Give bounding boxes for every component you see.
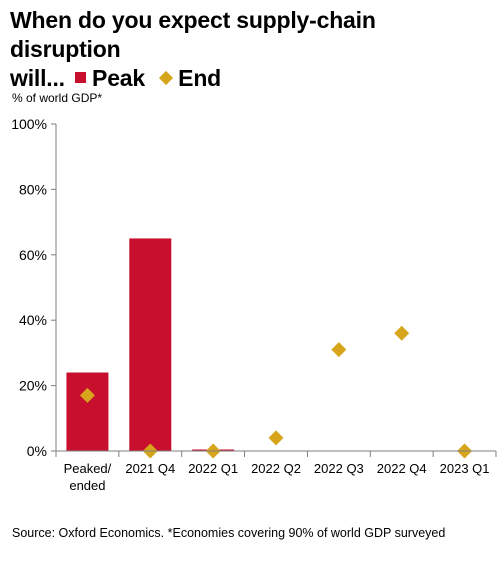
marker-end [394, 325, 410, 341]
chart-title-line-2: will... Peak End [10, 64, 490, 93]
x-axis: Peaked/ended 2021 Q4 2022 Q1 2022 Q2 2022 Q3… [55, 450, 497, 493]
y-tick-label: 20% [19, 378, 47, 394]
legend-end: End [155, 64, 221, 93]
chart-title: When do you expect supply-chain disrupti… [10, 6, 490, 93]
unit-label: % of world GDP* [12, 91, 103, 105]
marker-end [79, 387, 95, 403]
marker-end [331, 342, 347, 358]
x-tick-label: 2022 Q4 [377, 461, 427, 476]
legend-end-label: End [178, 65, 222, 91]
peak-bars [66, 238, 235, 451]
y-tick-label: 40% [19, 312, 47, 328]
y-tick-label: 60% [19, 247, 47, 263]
legend-peak: Peak [75, 64, 145, 93]
y-tick-label: 80% [19, 181, 47, 197]
source-note: Source: Oxford Economics. *Economies cov… [12, 526, 446, 540]
y-tick-label: 0% [27, 443, 47, 459]
chart-title-line-1: When do you expect supply-chain disrupti… [10, 7, 376, 62]
x-tick-label: Peaked/ended [64, 461, 112, 493]
x-tick-label: 2021 Q4 [125, 461, 175, 476]
x-tick-label: 2022 Q2 [251, 461, 301, 476]
x-tick-label: 2023 Q1 [440, 461, 490, 476]
marker-end [268, 430, 284, 446]
x-tick-label: 2022 Q3 [314, 461, 364, 476]
chart-title-prefix: will... [10, 65, 65, 91]
bar-peak [66, 372, 109, 451]
bar-peak [129, 238, 172, 451]
legend-peak-label: Peak [92, 65, 145, 91]
y-axis: 0% 20% 40% 60% 80% 100% [11, 116, 57, 459]
x-tick-label: 2022 Q1 [188, 461, 238, 476]
y-tick-label: 100% [11, 116, 47, 132]
legend-peak-swatch [75, 72, 87, 84]
